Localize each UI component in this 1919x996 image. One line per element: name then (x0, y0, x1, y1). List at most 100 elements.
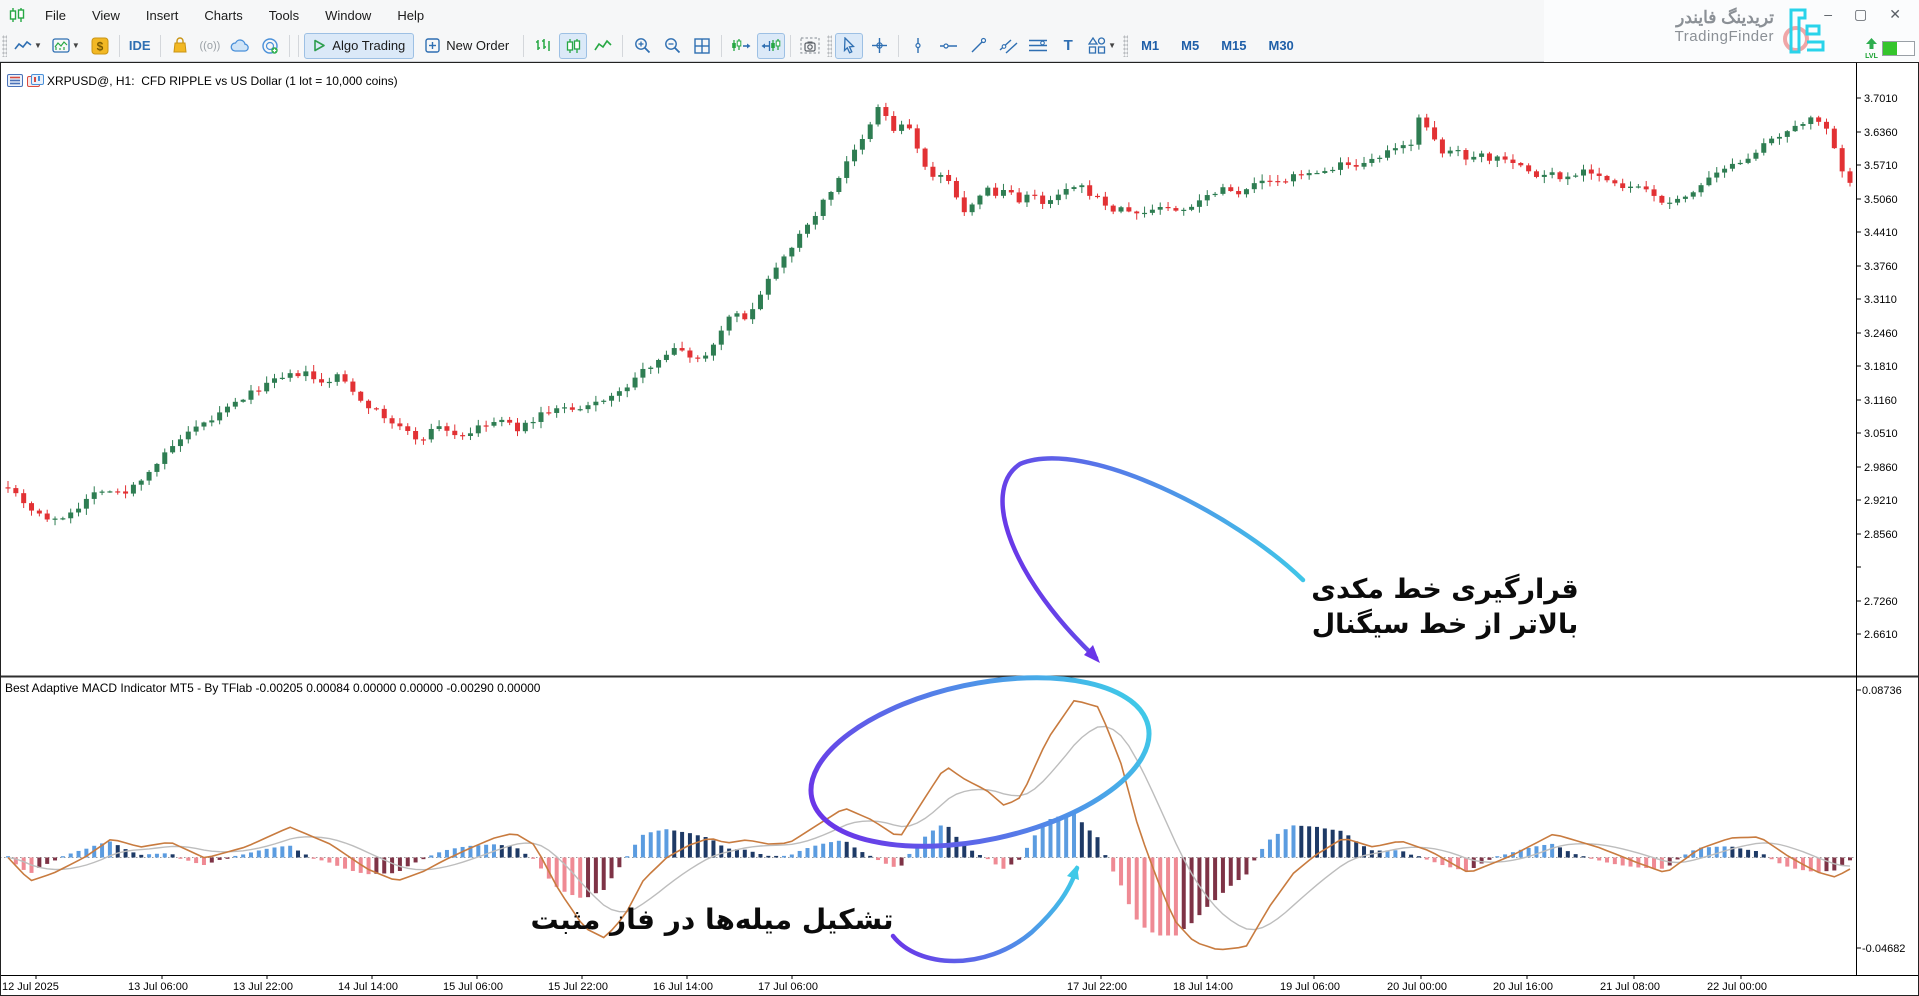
chart-template-icon (27, 74, 44, 87)
time-axis-label: 22 Jul 00:00 (1707, 981, 1767, 993)
chart-title-icons (7, 74, 44, 87)
indicator-list-button[interactable]: ▼ (48, 33, 84, 59)
price-chart-area[interactable] (0, 62, 1856, 676)
shapes-tool-button[interactable]: ▼ (1084, 33, 1120, 59)
time-axis-label: 20 Jul 16:00 (1493, 981, 1553, 993)
time-axis[interactable]: 12 Jul 2025 13 Jul 06:00 13 Jul 22:00 14 Ju… (2, 975, 1767, 993)
price-axis-label: 3.4410 (1864, 227, 1898, 239)
price-axis-label: 3.1160 (1864, 395, 1897, 407)
indicator-axis-label: 0.08736 (1862, 685, 1902, 697)
depth-of-market-icon (7, 74, 23, 87)
price-axis-label: 3.5060 (1864, 194, 1898, 206)
chart-window: 3.7010 3.6360 3.5710 3.5060 3.4410 3.3760 3.31… (0, 62, 1919, 996)
trendline-tool-button[interactable] (964, 33, 992, 59)
macd-histogram (6, 813, 1852, 936)
time-axis-label: 15 Jul 22:00 (548, 981, 608, 993)
auto-scroll-button[interactable] (727, 33, 755, 59)
zoom-in-button[interactable] (628, 33, 656, 59)
macd-note-annotation: قرارگیری خط مکدی بالاتر از خط سیگنال (1311, 574, 1579, 640)
arrowhead-up-icon (1067, 865, 1079, 880)
menu-view[interactable]: View (91, 7, 120, 23)
price-axis-label: 3.2460 (1864, 328, 1898, 340)
line-chart-mode-button[interactable] (589, 33, 617, 59)
tile-windows-button[interactable] (688, 33, 716, 59)
menu-window[interactable]: Window (325, 7, 372, 23)
price-axis-label: 3.5710 (1864, 160, 1898, 172)
bar-chart-mode-button[interactable] (529, 33, 557, 59)
arrow-up-icon (1866, 38, 1877, 49)
crosshair-tool-button[interactable] (865, 33, 893, 59)
market-button[interactable] (166, 33, 194, 59)
arrow-annotation-macd-line (1000, 456, 1306, 661)
screenshot-button[interactable] (796, 33, 824, 59)
macd-line (7, 699, 1851, 951)
price-axis-label: 2.9860 (1864, 462, 1898, 474)
menu-help[interactable]: Help (397, 7, 425, 23)
signals-button[interactable]: ((o)) (199, 39, 221, 52)
tradingfinder-ring-decoration (1783, 26, 1809, 52)
time-axis-label: 14 Jul 14:00 (338, 981, 398, 993)
price-axis[interactable]: 3.7010 3.6360 3.5710 3.5060 3.4410 3.3760 3.31… (1856, 93, 1905, 955)
menu-file[interactable]: File (45, 7, 66, 23)
chart-canvas: 3.7010 3.6360 3.5710 3.5060 3.4410 3.3760 3.31… (0, 62, 1919, 996)
svg-text:$: $ (97, 39, 104, 53)
timeframe-m15-button[interactable]: M15 (1221, 38, 1247, 53)
price-axis-label: 2.6610 (1864, 629, 1898, 641)
mt5-logo-icon (8, 7, 26, 23)
close-button[interactable]: ✕ (1889, 6, 1901, 22)
deposit-button[interactable]: $ (86, 33, 114, 59)
minimize-button[interactable]: – (1824, 6, 1833, 22)
price-axis-label: 3.6360 (1864, 127, 1898, 139)
algo-trading-button[interactable]: Algo Trading (304, 32, 415, 59)
horizontal-line-tool-button[interactable] (934, 33, 962, 59)
candlestick-mode-button[interactable] (559, 32, 588, 59)
time-axis-label: 21 Jul 08:00 (1600, 981, 1660, 993)
menu-tools[interactable]: Tools (268, 7, 300, 23)
price-axis-label: 2.8560 (1864, 529, 1898, 541)
toolbar-drag-handle[interactable] (2, 34, 7, 57)
metaeditor-ide-button[interactable]: IDE (128, 38, 151, 53)
level-progress-bar (1882, 40, 1915, 56)
chevron-down-icon: ▼ (34, 41, 42, 50)
highlight-ellipse-annotation (808, 675, 1152, 849)
cursor-tool-button[interactable] (835, 32, 864, 59)
chart-symbol-title: XRPUSD@, H1: CFD RIPPLE vs US Dollar (1 … (47, 74, 398, 88)
chevron-down-icon: ▼ (71, 41, 80, 50)
maximize-button[interactable]: ▢ (1854, 6, 1868, 22)
timeframe-m1-button[interactable]: M1 (1141, 38, 1160, 53)
tradingfinder-wordmark: تریدینگ فایندر TradingFinder (1674, 8, 1774, 45)
tradingfinder-logo-icon (1783, 8, 1827, 59)
menu-insert[interactable]: Insert (145, 7, 179, 23)
time-axis-label: 17 Jul 06:00 (758, 981, 818, 993)
chart-shift-button[interactable] (757, 32, 786, 59)
time-axis-label: 12 Jul 2025 (2, 981, 59, 993)
candlestick-series (5, 102, 1853, 526)
new-order-button[interactable]: New Order (416, 33, 518, 59)
menu-charts[interactable]: Charts (204, 7, 243, 23)
price-axis-label: 3.3110 (1864, 294, 1897, 306)
community-button[interactable] (256, 33, 284, 59)
time-axis-label: 18 Jul 14:00 (1173, 981, 1233, 993)
price-axis-label: 2.7260 (1864, 596, 1898, 608)
branding-area: – ▢ ✕ تریدینگ فایندر TradingFinder LVL (1544, 0, 1919, 62)
timeframe-m5-button[interactable]: M5 (1181, 38, 1200, 53)
text-tool-button[interactable]: T (1063, 37, 1073, 54)
indicator-axis-label: -0.04682 (1862, 943, 1905, 955)
histogram-note-annotation: تشکیل میله‌ها در فاز مثبت (530, 903, 894, 936)
indicator-values: -0.00205 0.00084 0.00000 0.00000 -0.0029… (255, 681, 541, 695)
arrowhead-down-icon (1084, 645, 1100, 663)
macd-chart-area[interactable] (0, 678, 1856, 975)
cloud-button[interactable] (226, 33, 254, 59)
zoom-out-button[interactable] (658, 33, 686, 59)
price-axis-label: 3.7010 (1864, 93, 1898, 105)
time-axis-label: 17 Jul 22:00 (1067, 981, 1127, 993)
vertical-line-tool-button[interactable] (904, 33, 932, 59)
chart-style-button[interactable]: ▼ (10, 33, 46, 59)
timeframe-m30-button[interactable]: M30 (1268, 38, 1294, 53)
fibonacci-tool-button[interactable] (1024, 33, 1052, 59)
time-axis-label: 20 Jul 00:00 (1387, 981, 1447, 993)
indicator-title: Best Adaptive MACD Indicator MT5 - By TF… (5, 681, 541, 695)
price-axis-label: 3.0510 (1864, 428, 1898, 440)
chevron-down-icon: ▼ (1108, 41, 1117, 50)
channel-tool-button[interactable] (994, 33, 1022, 59)
